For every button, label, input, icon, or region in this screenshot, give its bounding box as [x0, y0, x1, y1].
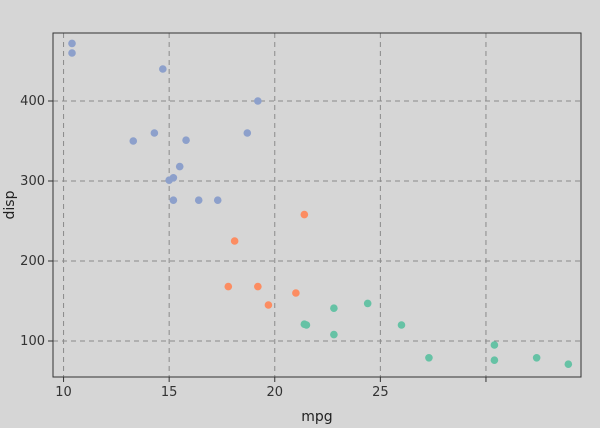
data-point: [330, 330, 338, 339]
data-point: [425, 354, 433, 362]
y-tick-label: 100: [20, 334, 45, 349]
data-point: [150, 129, 159, 137]
data-point: [230, 237, 239, 245]
data-point: [159, 65, 167, 73]
data-points: [68, 39, 573, 369]
data-point: [264, 301, 273, 309]
data-point: [224, 282, 233, 291]
x-tick-label: 20: [266, 385, 283, 400]
data-point: [490, 356, 499, 365]
data-point: [302, 321, 311, 329]
data-point: [165, 176, 173, 184]
y-tick-label: 200: [20, 254, 45, 269]
data-point: [254, 282, 262, 291]
data-point: [254, 97, 262, 105]
x-tick-label: 25: [372, 385, 389, 400]
y-axis-title: disp: [2, 190, 18, 219]
grid-lines: [53, 33, 581, 377]
data-point: [532, 354, 541, 362]
data-point: [330, 304, 338, 313]
data-point: [68, 49, 76, 57]
data-point: [243, 129, 252, 137]
y-tick-label: 300: [20, 174, 45, 189]
data-point: [129, 137, 138, 145]
data-point: [292, 289, 300, 297]
x-tick-label: 10: [55, 385, 72, 400]
y-tick-label: 400: [20, 94, 45, 109]
data-point: [300, 210, 309, 219]
x-tick-label: 15: [161, 385, 178, 400]
plot-frame: [52, 32, 582, 378]
data-point: [194, 196, 203, 204]
data-point: [213, 196, 222, 204]
x-axis-title: mpg: [301, 409, 332, 425]
data-point: [490, 341, 499, 349]
data-point: [564, 360, 573, 369]
data-point: [397, 321, 406, 329]
data-point: [363, 299, 372, 308]
data-point: [182, 136, 190, 144]
data-point: [68, 39, 76, 48]
axis-ticks: 10 15 20 25 100 200 300 400: [20, 94, 487, 400]
data-point: [169, 196, 178, 204]
data-point: [175, 162, 184, 171]
